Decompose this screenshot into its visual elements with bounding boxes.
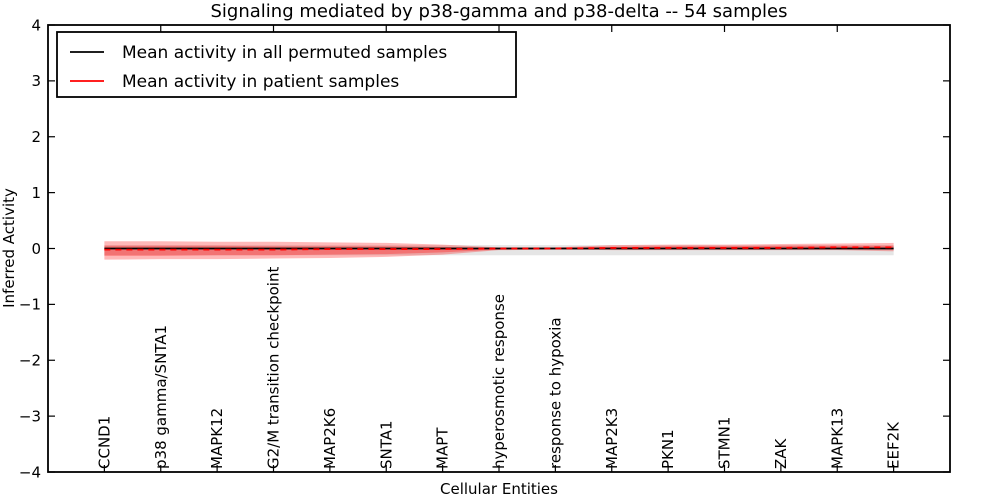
legend: Mean activity in all permuted samples Me… — [56, 31, 517, 98]
y-tick-label: −4 — [19, 463, 41, 481]
x-tick-label: MAP2K6 — [321, 408, 339, 469]
x-tick-labels: CCND1 p38 gamma/SNTA1 MAPK12 G2/M transitio… — [95, 267, 902, 469]
legend-box — [56, 31, 517, 98]
y-tick-label: 4 — [31, 16, 41, 34]
x-tick-label: p38 gamma/SNTA1 — [152, 325, 170, 469]
x-tick-label: CCND1 — [95, 416, 113, 469]
x-tick-label: PKN1 — [659, 429, 677, 469]
y-tick-label: −1 — [19, 296, 41, 314]
y-tick-label: 1 — [31, 184, 41, 202]
legend-label-patient: Mean activity in patient samples — [122, 72, 399, 92]
confidence-bands — [104, 241, 894, 260]
x-tick-label: EEF2K — [885, 421, 903, 469]
y-tick-label: −2 — [19, 352, 41, 370]
x-axis-label: Cellular Entities — [440, 480, 558, 498]
axis-ticks — [48, 24, 950, 473]
x-tick-label: hyperosmotic response — [490, 294, 508, 469]
legend-label-permuted: Mean activity in all permuted samples — [122, 43, 447, 63]
x-tick-label: SNTA1 — [377, 420, 395, 469]
chart-title: Signaling mediated by p38-gamma and p38-… — [211, 1, 788, 22]
x-tick-label: MAPT — [434, 427, 452, 469]
y-tick-labels: −4 −3 −2 −1 0 1 2 3 4 — [19, 16, 41, 481]
y-tick-label: 3 — [31, 72, 41, 90]
band-patient-std-outer — [104, 241, 894, 260]
x-tick-label: response to hypoxia — [546, 317, 564, 469]
y-tick-label: 0 — [31, 240, 41, 258]
x-tick-label: ZAK — [772, 437, 790, 469]
x-tick-label: MAPK13 — [828, 408, 846, 469]
y-tick-label: 2 — [31, 128, 41, 146]
x-tick-label: MAP2K3 — [603, 408, 621, 469]
series-lines — [104, 246, 894, 251]
x-tick-label: G2/M transition checkpoint — [265, 267, 283, 469]
y-axis-label: Inferred Activity — [0, 188, 18, 308]
x-tick-label: STMN1 — [716, 417, 734, 469]
y-tick-label: −3 — [19, 407, 41, 425]
x-tick-label: MAPK12 — [208, 408, 226, 469]
